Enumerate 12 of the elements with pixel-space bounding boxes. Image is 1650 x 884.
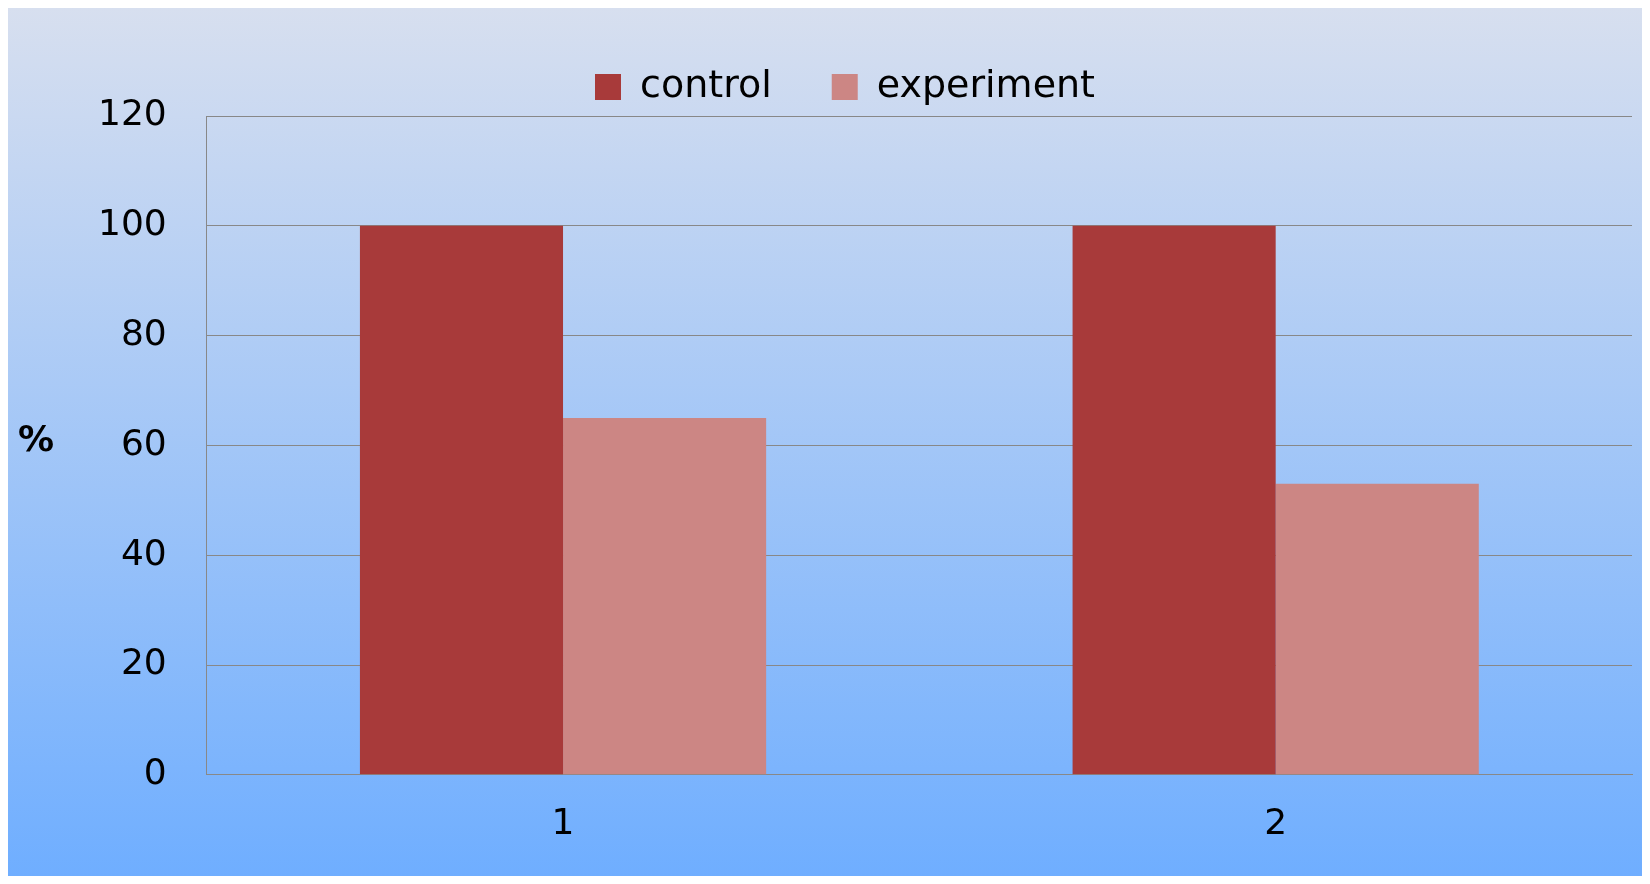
legend-label: experiment [876,61,1095,106]
y-tick-label: 100 [97,202,167,244]
x-tick-label: 1 [551,800,575,842]
y-tick-label: 0 [143,751,167,793]
y-tick-label: 60 [120,421,167,463]
y-axis-title: % [18,417,55,459]
y-tick-label: 80 [120,311,167,353]
x-tick-label: 2 [1264,800,1288,842]
y-tick-label: 20 [120,641,167,683]
legend-label: control [640,61,772,106]
y-tick-label: 40 [120,531,167,573]
y-tick-label: 120 [97,92,167,134]
